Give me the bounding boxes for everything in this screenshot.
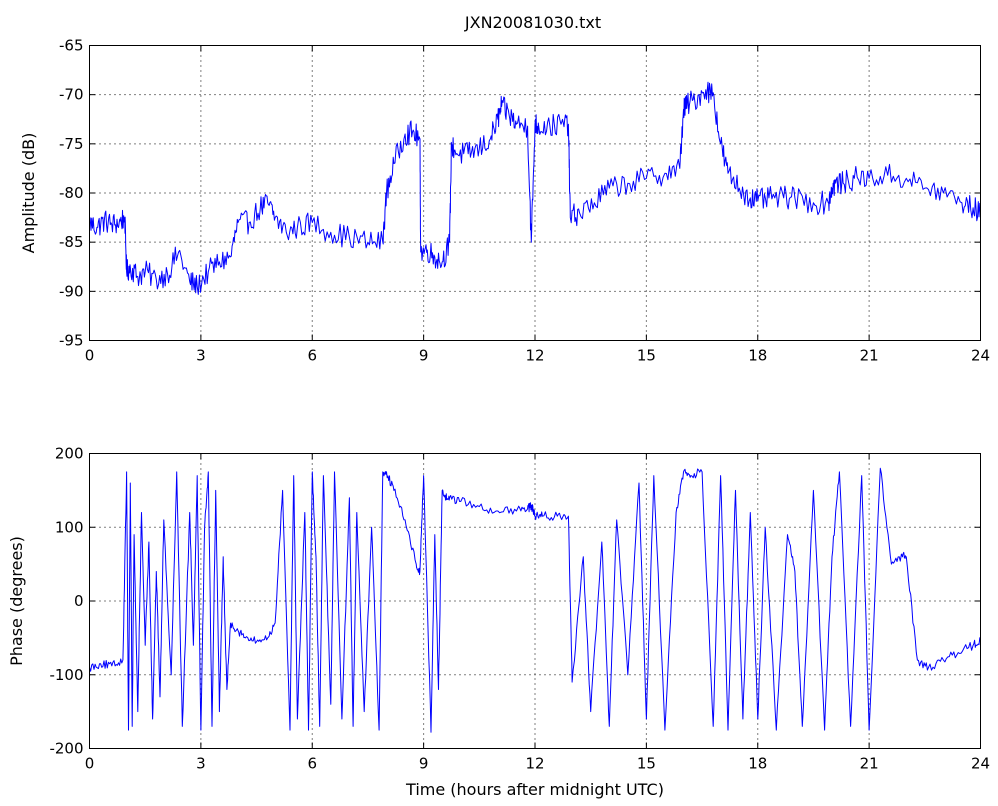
x-tick-label: 18 — [748, 347, 767, 365]
amplitude-grid — [89, 45, 981, 341]
amplitude-y-axis-label: Amplitude (dB) — [19, 133, 38, 254]
phase-grid — [89, 453, 981, 749]
phase-x-axis-label: Time (hours after midnight UTC) — [405, 780, 664, 799]
x-tick-label: 6 — [307, 347, 317, 365]
x-tick-label: 12 — [525, 347, 544, 365]
y-tick-label: -65 — [59, 37, 84, 55]
phase-panel: 0 3 6 9 12 15 18 21 24 -200 -100 0 100 200 Phase (deg… — [7, 445, 990, 800]
x-tick-label: 21 — [860, 347, 879, 365]
x-tick-label: 21 — [860, 755, 879, 773]
phase-series-line — [89, 467, 981, 733]
y-tick-label: -80 — [59, 184, 84, 202]
y-tick-label: 200 — [55, 445, 84, 463]
x-tick-label: 15 — [637, 755, 656, 773]
x-tick-label: 24 — [971, 755, 990, 773]
x-tick-label: 9 — [419, 347, 429, 365]
amplitude-panel: JXN20081030.txt 0 3 6 9 12 15 18 21 24 -95 -90 -85 -… — [19, 13, 990, 365]
y-tick-label: 100 — [55, 518, 84, 536]
amplitude-plot-frame — [89, 45, 981, 341]
amplitude-ticks: 0 3 6 9 12 15 18 21 24 -95 -90 -85 -80 -75 -70 -65 — [59, 37, 990, 365]
y-tick-label: -200 — [49, 740, 83, 758]
x-tick-label: 0 — [85, 347, 95, 365]
y-tick-label: -95 — [59, 332, 84, 350]
x-tick-label: 15 — [637, 347, 656, 365]
x-tick-label: 3 — [196, 755, 206, 773]
chart-title: JXN20081030.txt — [464, 13, 601, 32]
y-tick-label: -75 — [59, 135, 84, 153]
x-tick-label: 18 — [748, 755, 767, 773]
phase-ticks: 0 3 6 9 12 15 18 21 24 -200 -100 0 100 200 — [49, 445, 990, 773]
x-tick-label: 6 — [307, 755, 317, 773]
y-tick-label: -100 — [49, 666, 83, 684]
x-tick-label: 9 — [419, 755, 429, 773]
y-tick-label: 0 — [74, 592, 84, 610]
phase-plot-frame — [89, 453, 981, 749]
y-tick-label: -90 — [59, 282, 84, 300]
y-tick-label: -85 — [59, 233, 84, 251]
amplitude-series-line — [89, 81, 981, 295]
phase-y-axis-label: Phase (degrees) — [7, 536, 26, 666]
amplitude-series-group — [89, 81, 981, 295]
x-tick-label: 0 — [85, 755, 95, 773]
x-tick-label: 24 — [971, 347, 990, 365]
phase-series-group — [89, 467, 981, 733]
y-tick-label: -70 — [59, 86, 84, 104]
x-tick-label: 3 — [196, 347, 206, 365]
x-tick-label: 12 — [525, 755, 544, 773]
